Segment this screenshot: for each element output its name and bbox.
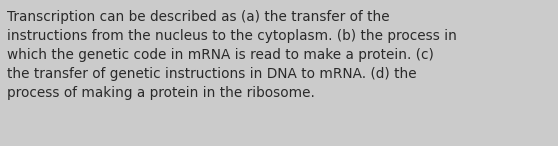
Text: Transcription can be described as (a) the transfer of the
instructions from the : Transcription can be described as (a) th… [7, 10, 457, 100]
